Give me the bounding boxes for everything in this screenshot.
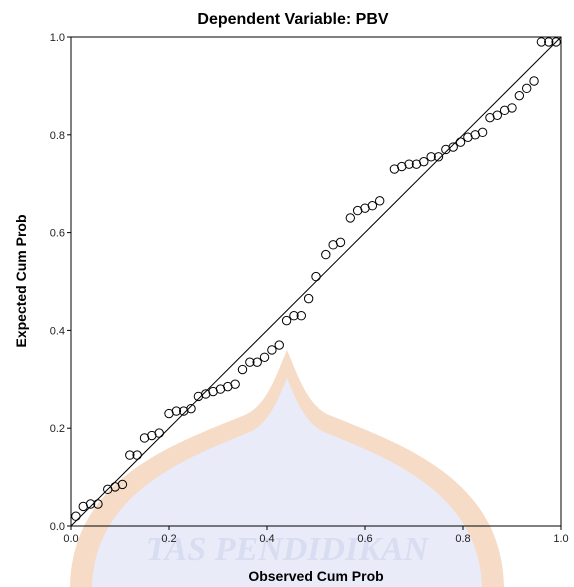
plot-area-frame (70, 36, 562, 527)
data-point (522, 83, 532, 94)
x-axis: 0.0 0.2 0.4 0.6 0.8 1.0 (63, 526, 569, 545)
data-point (125, 450, 135, 460)
data-points (71, 37, 561, 521)
y-tick-label: 0.6 (50, 228, 65, 240)
data-point (375, 196, 385, 206)
data-point (252, 357, 262, 367)
data-point (281, 315, 292, 326)
x-axis-title: Observed Cum Prob (248, 568, 383, 584)
data-point (259, 352, 270, 362)
data-point (492, 110, 502, 120)
data-point (455, 137, 466, 147)
data-point (477, 127, 488, 138)
x-tick-label: 0.4 (259, 533, 274, 545)
x-tick-label: 0.6 (357, 533, 372, 545)
data-point (419, 156, 429, 167)
data-point (245, 357, 255, 367)
reference-line (70, 36, 562, 527)
data-point (171, 406, 182, 416)
y-tick-label: 1.0 (50, 32, 65, 44)
data-point (237, 364, 248, 375)
x-tick-label: 0.8 (455, 533, 470, 545)
data-point (536, 37, 547, 47)
data-point (303, 293, 314, 304)
y-tick-label: 0.8 (50, 130, 65, 142)
data-point (514, 90, 525, 101)
data-point (71, 511, 81, 521)
data-point (551, 37, 561, 47)
data-point (117, 479, 128, 490)
y-tick-label: 0.4 (50, 325, 65, 337)
data-point (345, 213, 355, 223)
y-axis-title: Expected Cum Prob (13, 214, 29, 347)
data-point (404, 159, 414, 169)
data-point (296, 311, 306, 321)
data-point (367, 201, 378, 211)
y-tick-label: 0.0 (50, 521, 65, 533)
data-point (321, 249, 331, 260)
data-point (274, 340, 284, 350)
data-point (85, 499, 96, 509)
data-point (311, 271, 321, 282)
y-axis: 0.0 0.2 0.4 0.6 0.8 1.0 (50, 32, 71, 533)
y-tick-label: 0.2 (50, 423, 65, 435)
data-point (544, 37, 554, 47)
x-tick-label: 0.0 (63, 533, 78, 545)
x-tick-label: 0.2 (161, 533, 176, 545)
data-point (289, 311, 299, 321)
data-point (132, 450, 142, 460)
data-point (267, 345, 277, 355)
data-point (186, 403, 196, 414)
data-point (448, 142, 458, 152)
chart-title: Dependent Variable: PBV (197, 11, 388, 28)
data-point (154, 428, 164, 438)
data-point (426, 152, 436, 162)
data-point (230, 379, 240, 389)
data-point (335, 237, 346, 248)
data-point (433, 152, 444, 162)
watermark-text: TAS PENDIDIKAN (146, 531, 430, 568)
x-tick-label: 1.0 (553, 533, 568, 545)
data-point (507, 103, 517, 113)
data-point (529, 76, 539, 86)
data-point (93, 499, 103, 509)
